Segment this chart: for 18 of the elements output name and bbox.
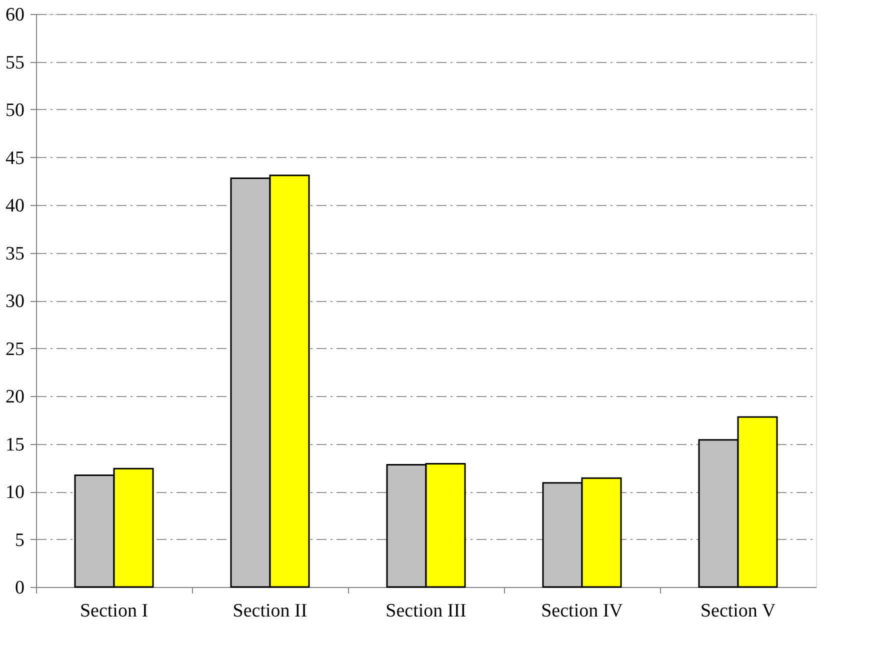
y-tick-label: 5 — [15, 530, 24, 551]
y-tick-label: 40 — [6, 196, 24, 216]
y-tick-label: 20 — [6, 386, 24, 408]
y-tick-label: 50 — [6, 100, 24, 121]
y-tick-label: 60 — [6, 4, 24, 26]
y-tick-label: 25 — [6, 338, 24, 360]
y-tick-label: 35 — [6, 243, 24, 264]
y-tick-label: 45 — [6, 148, 24, 169]
x-tick-label: Section IV — [541, 600, 624, 622]
x-tick-label: Section III — [386, 600, 466, 622]
y-tick-label: 10 — [6, 482, 24, 503]
y-tick-label: 30 — [6, 291, 24, 312]
y-tick-label: 15 — [6, 434, 24, 456]
x-tick-label: Section V — [700, 600, 776, 622]
y-tick-label: 55 — [6, 52, 24, 74]
x-tick-label: Section II — [232, 600, 308, 622]
y-tick-label: 0 — [15, 578, 24, 598]
x-tick-label: Section I — [80, 600, 148, 622]
